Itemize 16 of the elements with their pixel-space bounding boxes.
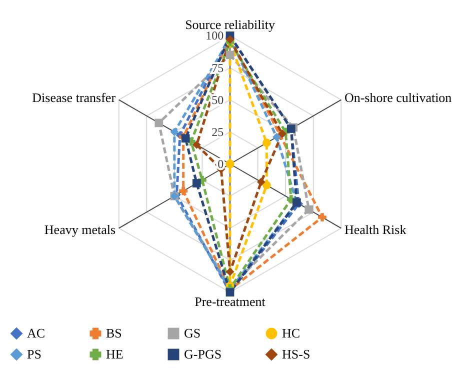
legend-label: HC [282, 326, 300, 341]
legend-label: GS [184, 326, 201, 341]
legend-label: HE [106, 346, 124, 362]
legend-label: G-PGS [184, 346, 222, 362]
spoke-label: Health Risk [344, 222, 407, 238]
legend-label: PS [27, 346, 42, 362]
spoke-label: Disease transfer [32, 90, 116, 105]
legend-label: BS [106, 326, 122, 341]
spoke-label: Heavy metals [44, 222, 116, 238]
spoke-label: On-shore cultivation [344, 90, 452, 105]
legend-label: AC [27, 326, 46, 341]
y-tick-label: 25 [212, 124, 224, 139]
y-tick-label: 50 [212, 92, 224, 107]
legend-label: HS-S [282, 346, 310, 362]
spoke-label: Pre-treatment [194, 294, 266, 310]
y-tick-label: 75 [212, 60, 224, 75]
